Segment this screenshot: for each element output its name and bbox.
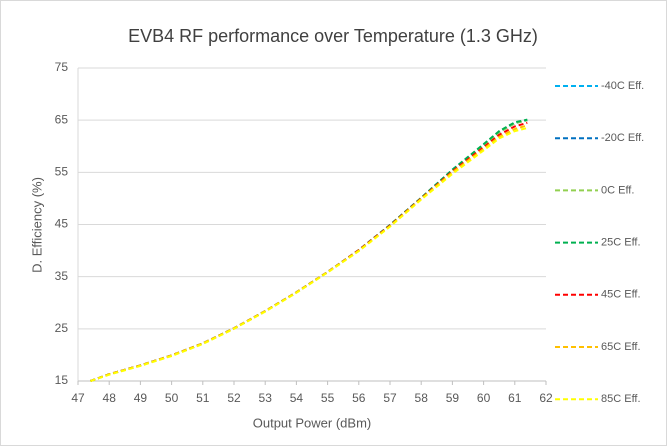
x-tick-label: 58 xyxy=(415,391,429,405)
x-axis-title: Output Power (dBm) xyxy=(253,415,372,430)
y-tick-label: 15 xyxy=(55,373,69,387)
x-tick-label: 61 xyxy=(508,391,522,405)
y-tick-label: 25 xyxy=(55,321,69,335)
x-tick-label: 47 xyxy=(71,391,85,405)
legend-label: 85C Eff. xyxy=(601,393,641,405)
legend-label: 45C Eff. xyxy=(601,289,641,301)
x-tick-label: 62 xyxy=(539,391,553,405)
x-tick-label: 55 xyxy=(321,391,335,405)
x-tick-label: 52 xyxy=(227,391,241,405)
chart-title: EVB4 RF performance over Temperature (1.… xyxy=(128,26,538,46)
y-axis-title: D. Efficiency (%) xyxy=(29,177,44,273)
y-tick-label: 65 xyxy=(55,112,69,126)
x-tick-label: 51 xyxy=(196,391,210,405)
x-tick-label: 53 xyxy=(259,391,273,405)
x-tick-label: 49 xyxy=(134,391,148,405)
y-tick-label: 75 xyxy=(55,60,69,74)
x-tick-label: 50 xyxy=(165,391,179,405)
x-tick-label: 59 xyxy=(446,391,460,405)
legend-label: 65C Eff. xyxy=(601,341,641,353)
x-tick-label: 57 xyxy=(383,391,397,405)
y-tick-label: 45 xyxy=(55,217,69,231)
x-tick-label: 48 xyxy=(103,391,117,405)
legend-label: -20C Eff. xyxy=(601,132,644,144)
y-tick-label: 35 xyxy=(55,269,69,283)
legend-label: 25C Eff. xyxy=(601,237,641,249)
x-tick-label: 60 xyxy=(477,391,491,405)
x-tick-label: 54 xyxy=(290,391,304,405)
legend-label: -40C Eff. xyxy=(601,80,644,92)
series-line xyxy=(90,127,528,382)
x-tick-label: 56 xyxy=(352,391,366,405)
legend-label: 0C Eff. xyxy=(601,184,634,196)
y-tick-label: 55 xyxy=(55,165,69,179)
